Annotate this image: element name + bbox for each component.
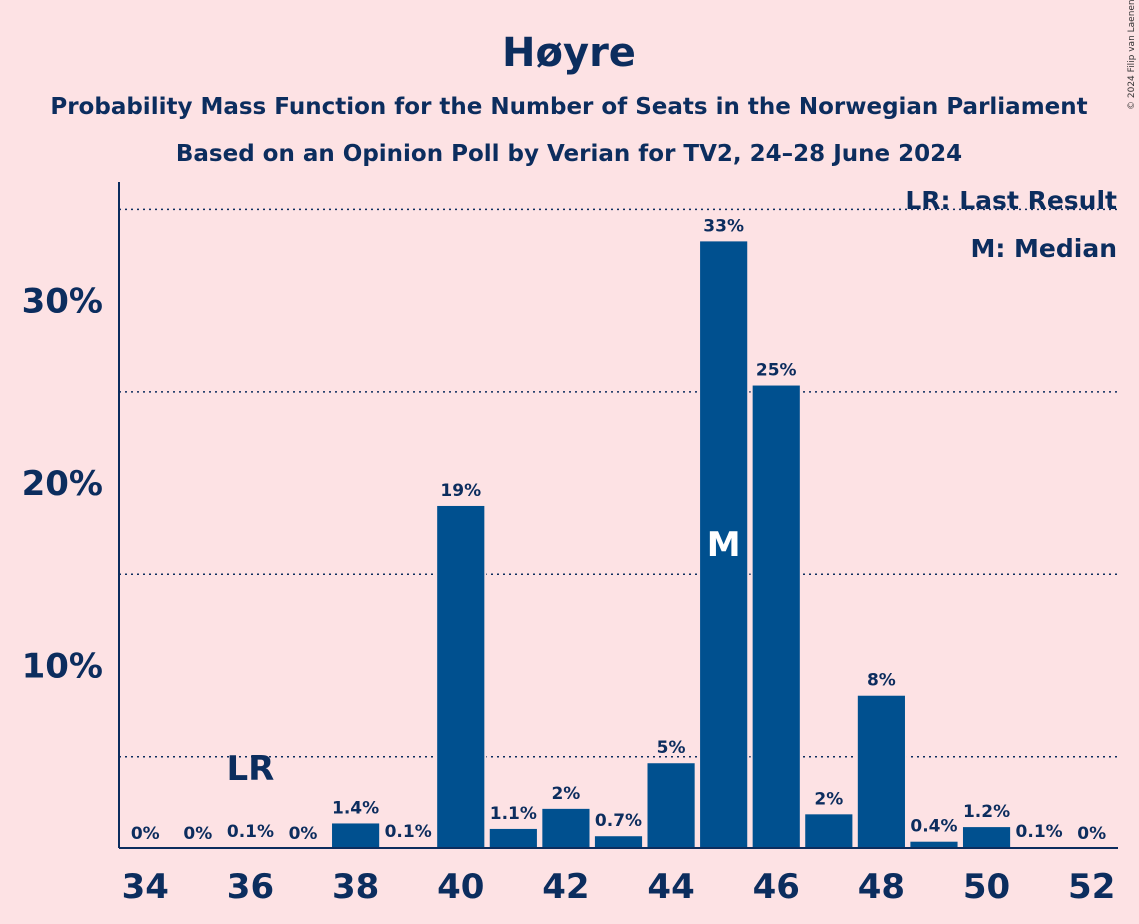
bar-value-label: 0.4% <box>910 817 957 837</box>
legend-median: M: Median <box>970 234 1117 263</box>
bar-value-label: 1.1% <box>490 804 537 824</box>
y-tick-label: 10% <box>22 647 103 687</box>
median-marker: M <box>707 525 741 565</box>
y-tick-label: 20% <box>22 464 103 504</box>
bar <box>487 826 539 850</box>
bar <box>330 821 382 849</box>
bar-value-label: 19% <box>440 481 481 501</box>
bar <box>435 503 487 849</box>
last-result-marker: LR <box>227 749 275 789</box>
bar <box>540 806 592 850</box>
x-tick-label: 34 <box>122 867 169 907</box>
x-tick-label: 40 <box>437 867 484 907</box>
bar <box>960 825 1013 850</box>
bar <box>750 383 802 849</box>
bar-labels: 0% 0% 0.1% 0% 1.4% 0.1% 19% 1.1% 2% 0.7% 5% 33% 25% 2… <box>131 216 1106 844</box>
legend-last-result: LR: Last Result <box>905 186 1117 215</box>
bar <box>592 834 645 850</box>
bar-value-label: 2% <box>551 784 580 804</box>
bar <box>698 239 750 849</box>
bar-value-label: 0% <box>183 824 212 844</box>
axes: 10% 20% 30% 34 36 38 40 42 44 46 48 50 52 <box>22 182 1118 907</box>
markers: LR M <box>227 525 741 789</box>
copyright: © 2024 Filip van Laenen <box>1127 0 1137 110</box>
chart-subtitle: Probability Mass Function for the Number… <box>50 94 1087 120</box>
bar-value-label: 0% <box>1077 824 1106 844</box>
x-tick-label: 44 <box>647 867 694 907</box>
x-tick-label: 38 <box>332 867 379 907</box>
x-tick-label: 42 <box>542 867 589 907</box>
bar-value-label: 0.1% <box>385 822 432 842</box>
bar-value-label: 0.1% <box>1016 822 1063 842</box>
bar-value-label: 0.1% <box>227 822 274 842</box>
bar <box>803 812 855 849</box>
bar <box>645 761 697 849</box>
bar-value-label: 8% <box>867 671 896 691</box>
chart-subtitle-2: Based on an Opinion Poll by Verian for T… <box>176 141 962 167</box>
x-tick-label: 50 <box>963 867 1010 907</box>
bar-value-label: 33% <box>703 216 744 236</box>
x-tick-label: 36 <box>227 867 274 907</box>
bar-value-label: 0% <box>131 824 160 844</box>
bar-value-label: 1.4% <box>332 798 379 818</box>
chart-title: Høyre <box>502 30 636 76</box>
bar-value-label: 2% <box>814 789 843 809</box>
bar <box>855 693 907 849</box>
bar-value-label: 1.2% <box>963 802 1010 822</box>
y-tick-label: 30% <box>22 282 103 322</box>
bar-value-label: 5% <box>657 738 686 758</box>
bar-value-label: 0% <box>289 824 318 844</box>
x-tick-label: 48 <box>858 867 905 907</box>
bars <box>224 239 1065 850</box>
gridlines <box>119 208 1118 758</box>
x-tick-label: 46 <box>753 867 800 907</box>
bar <box>908 839 960 849</box>
bar-value-label: 25% <box>756 361 797 381</box>
x-tick-label: 52 <box>1068 867 1115 907</box>
bar-value-label: 0.7% <box>595 811 642 831</box>
